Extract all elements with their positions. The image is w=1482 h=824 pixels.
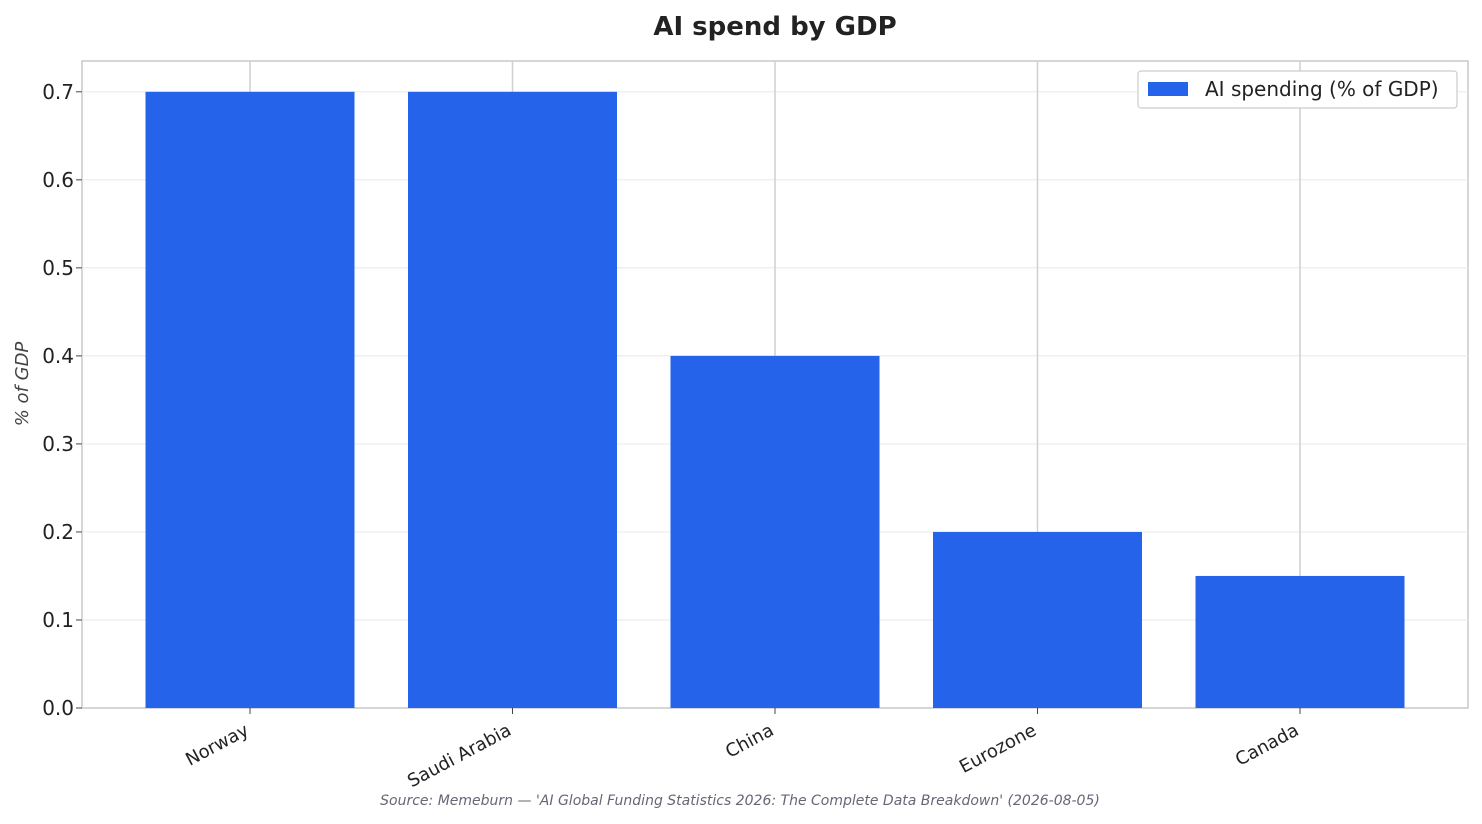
bars (145, 91, 1405, 709)
legend-box (1137, 70, 1458, 109)
y-axis-ticks: 0.0 0.1 0.2 0.3 0.4 0.5 0.6 0.7 (42, 80, 82, 720)
y-axis-label: % of GDP (12, 342, 33, 427)
legend-label: AI spending (% of GDP) (1205, 77, 1439, 101)
bar-norway (145, 91, 355, 709)
x-tick-label: Eurozone (956, 720, 1040, 778)
x-tick-label: China (722, 720, 777, 763)
y-tick-label: 0.1 (42, 608, 74, 632)
legend: AI spending (% of GDP) (1137, 70, 1458, 109)
bar-china (670, 355, 880, 708)
x-axis-ticks: Norway Saudi Arabia China Eurozone Canada (182, 708, 1302, 792)
bar-saudi-arabia (408, 91, 617, 709)
x-tick-label: Canada (1232, 720, 1302, 771)
y-tick-label: 0.0 (42, 696, 74, 720)
y-tick-label: 0.2 (42, 520, 74, 544)
y-tick-label: 0.7 (42, 80, 74, 104)
bar-eurozone (933, 531, 1142, 708)
x-tick-label: Saudi Arabia (404, 720, 515, 792)
y-tick-label: 0.5 (42, 256, 74, 280)
legend-swatch (1148, 82, 1188, 96)
x-tick-label: Norway (182, 720, 252, 771)
y-tick-label: 0.3 (42, 432, 74, 456)
source-note: Source: Memeburn — 'AI Global Funding St… (380, 793, 1100, 809)
y-tick-label: 0.6 (42, 168, 74, 192)
bar-canada (1195, 575, 1405, 708)
y-tick-label: 0.4 (42, 344, 74, 368)
chart-title: AI spend by GDP (653, 12, 896, 42)
